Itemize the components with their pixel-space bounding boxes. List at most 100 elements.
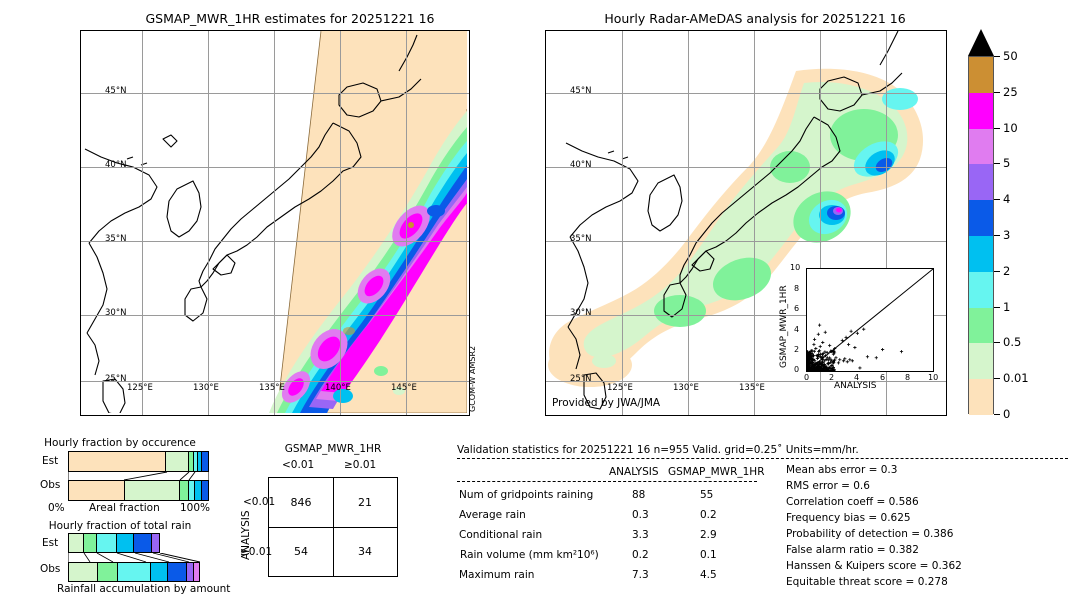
right-panel-title: Hourly Radar-AMeDAS analysis for 2025122… (545, 11, 965, 26)
validation-header-rule (457, 458, 1068, 459)
right-lat-label-30: 30°N (570, 308, 591, 318)
total-rain-chart-title: Hourly fraction of total rain (20, 520, 220, 532)
scatter-point (838, 358, 841, 361)
scatter-point (853, 346, 856, 349)
left-lon-label-135: 135°E (259, 383, 285, 393)
occurrence-xaxis-label: Areal fraction (89, 502, 160, 514)
validation-row-gsmap-0: 55 (700, 489, 713, 501)
scatter-point (900, 350, 903, 353)
scatter-point (813, 350, 816, 353)
total-rain-bar-obs[interactable] (68, 562, 200, 582)
contingency-cell-hit: 34 (333, 527, 397, 576)
validation-colheader-rule (457, 481, 757, 482)
validation-row-gsmap-2: 2.9 (700, 529, 717, 541)
scatter-ytick-4: 4 (794, 325, 799, 334)
colorbar-tick-3 (994, 235, 1000, 236)
right-lat-label-45: 45°N (570, 86, 591, 96)
scatter-xtick-2: 2 (829, 373, 834, 382)
total-rain-xaxis-label: Rainfall accumulation by amount (57, 583, 230, 595)
scatter-point (856, 332, 859, 335)
validation-score-1: RMS error = 0.6 (786, 480, 870, 492)
scatter-point (819, 345, 822, 348)
colorbar-tick-10 (994, 128, 1000, 129)
left-lon-label-125: 125°E (127, 383, 153, 393)
colorbar-tick-0.5 (994, 342, 1000, 343)
occurrence-row-label-obs: Obs (40, 479, 60, 491)
occurrence-bar-obs[interactable] (68, 480, 209, 501)
validation-row-gsmap-3: 0.1 (700, 549, 717, 561)
validation-score-6: Hanssen & Kuipers score = 0.362 (786, 560, 962, 572)
scatter-ylabel: GSMAP_MWR_1HR (779, 285, 789, 368)
scatter-ytick-8: 8 (794, 284, 799, 293)
colorbar-tick-1 (994, 307, 1000, 308)
occurrence-row-label-est: Est (42, 455, 58, 467)
right-lon-label-130: 130°E (673, 383, 699, 393)
gridline-lon-145 (406, 31, 407, 415)
gridline-lon-125 (142, 31, 143, 415)
data-provider-label: Provided by JWA/JMA (552, 397, 660, 409)
gridline-lat-40 (81, 167, 469, 168)
validation-row-label-3: Rain volume (mm km²10⁶) (460, 549, 599, 561)
scatter-xtick-6: 6 (880, 373, 885, 382)
scatter-point (814, 347, 817, 350)
total-rain-connector-lines (68, 553, 200, 562)
colorbar-tick-25 (994, 92, 1000, 93)
colorbar-segment-10 (969, 129, 993, 165)
occurrence-connector-lines (68, 472, 209, 480)
scatter-point (837, 361, 840, 364)
left-lon-label-130: 130°E (193, 383, 219, 393)
validation-col-header-analysis: ANALYSIS (609, 466, 659, 478)
scatter-point (813, 338, 816, 341)
left-map-canvas: 45°N 40°N 35°N 30°N 25°N 125°E 130°E 135… (81, 31, 469, 415)
scatter-xtick-4: 4 (854, 373, 859, 382)
colorbar-label-0.5: 0.5 (1003, 335, 1021, 349)
left-lon-label-140: 140°E (325, 383, 351, 393)
right-lat-label-25: 25°N (570, 374, 591, 384)
validation-row-analysis-3: 0.2 (632, 549, 649, 561)
colorbar-label-25: 25 (1003, 85, 1018, 99)
scatter-ytick-0: 0 (794, 365, 799, 374)
scatter-point (858, 366, 861, 369)
scatter-point (866, 355, 869, 358)
colorbar-tick-2 (994, 271, 1000, 272)
colorbar-label-10: 10 (1003, 121, 1018, 135)
validation-score-5: False alarm ratio = 0.382 (786, 544, 919, 556)
contingency-cell-miss: 54 (269, 527, 333, 576)
validation-row-analysis-0: 88 (632, 489, 645, 501)
scatter-point (846, 360, 849, 363)
total-rain-bar-est[interactable] (68, 533, 160, 553)
occurrence-xmin-label: 0% (48, 502, 65, 514)
scatter-xtick-8: 8 (905, 373, 910, 382)
colorbar-tick-50 (994, 56, 1000, 57)
precipitation-colorbar[interactable] (968, 56, 994, 414)
colorbar-tick-5 (994, 163, 1000, 164)
total-rain-row-label-est: Est (42, 537, 58, 549)
left-panel-title: GSMAP_MWR_1HR estimates for 20251221 16 (80, 11, 500, 26)
colorbar-label-2: 2 (1003, 264, 1010, 278)
occurrence-bar-est[interactable] (68, 451, 209, 472)
colorbar-segment-50 (969, 57, 993, 93)
colorbar-label-4: 4 (1003, 192, 1010, 206)
colorbar-label-0: 0 (1003, 407, 1010, 421)
gridline-lon-135-right (754, 31, 755, 415)
scatter-point (847, 343, 850, 346)
left-lat-label-30: 30°N (105, 308, 126, 318)
gridline-lon-130 (208, 31, 209, 415)
gsmap-estimates-map[interactable]: 45°N 40°N 35°N 30°N 25°N 125°E 130°E 135… (80, 30, 470, 416)
validation-row-analysis-2: 3.3 (632, 529, 649, 541)
scatter-point (817, 333, 820, 336)
colorbar-segment-1 (969, 308, 993, 344)
gridline-lon-125-right (622, 31, 623, 415)
right-lon-label-135: 135°E (739, 383, 765, 393)
colorbar-segment-0.5 (969, 343, 993, 379)
validation-score-0: Mean abs error = 0.3 (786, 464, 897, 476)
colorbar-segment-0.01 (969, 379, 993, 415)
scatter-plot-inset[interactable] (806, 268, 934, 372)
left-lat-label-45: 45°N (105, 86, 126, 96)
validation-row-gsmap-4: 4.5 (700, 569, 717, 581)
validation-row-label-0: Num of gridpoints raining (459, 489, 593, 501)
gridline-lat-35 (81, 241, 469, 242)
occurrence-xmax-label: 100% (180, 502, 210, 514)
gridline-lat-30 (81, 315, 469, 316)
scatter-point (828, 344, 831, 347)
